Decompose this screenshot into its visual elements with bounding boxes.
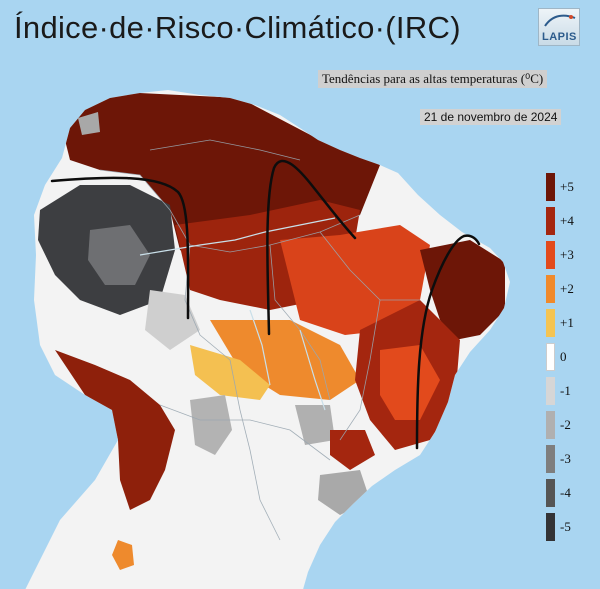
- legend-entry: 0: [546, 341, 586, 375]
- trend-curve-west: [50, 176, 190, 320]
- logo-swoosh-icon: [544, 14, 576, 27]
- legend-label: +2: [560, 281, 574, 296]
- legend-swatch: [546, 377, 555, 405]
- risk-zone-minus2-venezuela: [78, 112, 100, 135]
- legend-entry: -1: [546, 375, 586, 409]
- legend-swatch: [546, 479, 555, 507]
- legend-entry: -2: [546, 409, 586, 443]
- trend-curve-east: [415, 234, 481, 450]
- legend-swatch: [546, 343, 555, 371]
- risk-zone-minus2-paraguay: [190, 395, 232, 455]
- legend-label: +4: [560, 213, 574, 228]
- legend-swatch: [546, 309, 555, 337]
- legend-swatch: [546, 411, 555, 439]
- legend-entry: -4: [546, 477, 586, 511]
- legend-swatch: [546, 241, 555, 269]
- legend-entry: -3: [546, 443, 586, 477]
- trend-arrow-curves: [50, 159, 481, 450]
- risk-zone-minus2-southeast: [295, 405, 335, 445]
- risk-zone-plus4-andes: [55, 350, 175, 510]
- lapis-logo: LAPIS: [538, 8, 580, 46]
- rivers: [139, 217, 336, 411]
- political-borders: [99, 139, 420, 541]
- legend-swatch: [546, 275, 555, 303]
- risk-zone-minus3-west: [88, 225, 150, 285]
- legend-label: -2: [560, 417, 571, 432]
- legend-entry: +1: [546, 307, 586, 341]
- legend-swatch: [546, 445, 555, 473]
- legend-swatch: [546, 513, 555, 541]
- legend-label: -1: [560, 383, 571, 398]
- legend-swatch: [546, 207, 555, 235]
- color-legend: +5 +4 +3 +2 +1 0 -1 -2 -3 -4 -5: [546, 171, 586, 545]
- legend-label: 0: [560, 349, 567, 364]
- map-title: Índice·de·Risco·Climático·(IRC): [14, 10, 461, 45]
- legend-entry: +3: [546, 239, 586, 273]
- trend-curve-central: [266, 159, 357, 336]
- risk-zone-plus2-andes-south: [112, 540, 134, 570]
- risk-zone-plus2-center: [210, 320, 360, 400]
- legend-label: +5: [560, 179, 574, 194]
- legend-label: -5: [560, 519, 571, 534]
- legend-entry: -5: [546, 511, 586, 545]
- legend-entry: +2: [546, 273, 586, 307]
- legend-label: -3: [560, 451, 571, 466]
- map-date: 21 de novembro de 2024: [420, 109, 562, 125]
- risk-zone-plus4-southeast: [330, 430, 375, 470]
- legend-label: -4: [560, 485, 571, 500]
- legend-label: +1: [560, 315, 574, 330]
- logo-text: LAPIS: [542, 31, 577, 43]
- risk-zone-plus3-east: [380, 345, 440, 420]
- legend-entry: +4: [546, 205, 586, 239]
- map-subtitle: Tendências para as altas temperaturas (⁰…: [318, 70, 548, 88]
- risk-zone-minus1-west: [145, 290, 200, 350]
- legend-swatch: [546, 173, 555, 201]
- legend-entry: +5: [546, 171, 586, 205]
- risk-zone-plus1-center: [190, 345, 270, 400]
- legend-label: +3: [560, 247, 574, 262]
- risk-zone-plus3-center: [280, 225, 430, 335]
